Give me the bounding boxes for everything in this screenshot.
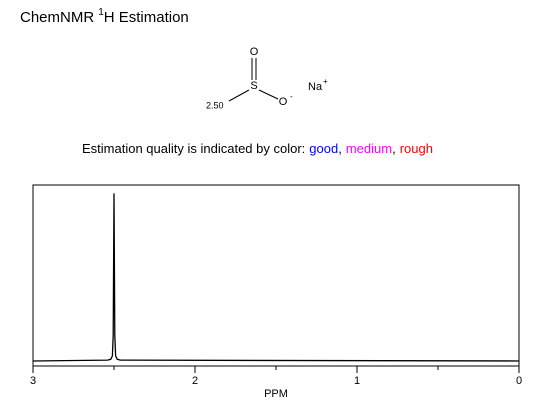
atom: Na: [308, 81, 323, 93]
charge: -: [290, 92, 293, 101]
quality-medium: medium: [346, 141, 392, 156]
spectrum-line: [32, 193, 520, 362]
x-tick-label: 1: [354, 375, 360, 387]
title: ChemNMR 1H Estimation: [20, 7, 189, 26]
bond: [258, 89, 279, 100]
quality-legend: Estimation quality is indicated by color…: [82, 141, 433, 156]
molecule-labels: O S O - Na + 2.50: [206, 46, 328, 110]
x-axis-label: PPM: [264, 388, 288, 400]
atom: S: [250, 80, 257, 92]
title-prefix: ChemNMR: [20, 9, 94, 26]
title-suffix: H Estimation: [104, 9, 189, 26]
title-superscript: 1: [98, 7, 104, 18]
bond: [228, 89, 250, 102]
legend-text: Estimation quality is indicated by color…: [82, 141, 305, 156]
quality-rough: rough: [400, 141, 433, 156]
separator: ,: [338, 141, 342, 156]
x-tick-label: 2: [192, 375, 198, 387]
atom: O: [250, 46, 259, 58]
x-tick-label: 3: [30, 375, 36, 387]
molecule: [228, 58, 279, 102]
atom: O: [279, 96, 288, 108]
shift-label: 2.50: [206, 100, 224, 110]
charge: +: [323, 77, 328, 86]
plot-frame: [32, 184, 520, 367]
quality-good: good: [309, 141, 338, 156]
separator: ,: [392, 141, 396, 156]
x-tick-label: 0: [516, 375, 522, 387]
